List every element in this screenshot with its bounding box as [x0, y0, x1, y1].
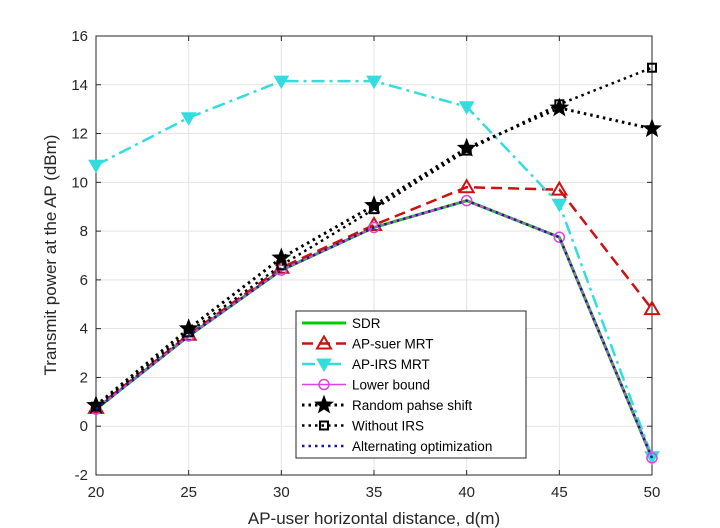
legend-label: Without IRS: [352, 419, 424, 434]
data-point: [368, 221, 380, 234]
x-tick-label: 40: [458, 484, 475, 501]
data-point: [461, 145, 472, 156]
data-point: [460, 194, 473, 207]
legend: SDR AP-suer MRT AP-IRS MRT Lower bound Rando…: [295, 310, 527, 459]
legend-item: AP-suer MRT: [302, 334, 434, 352]
legend-item: Alternating optimization: [302, 439, 492, 454]
legend-item: Random pahse shift: [302, 394, 472, 414]
data-point: [643, 300, 661, 316]
legend-item: Lower bound: [302, 378, 430, 393]
y-tick-label: 0: [80, 418, 88, 435]
x-axis-label: AP-user horizontal distance, d(m): [248, 509, 500, 528]
legend-item: Without IRS: [302, 419, 424, 434]
legend-label: Random pahse shift: [352, 398, 472, 413]
legend-label: AP-suer MRT: [352, 337, 434, 352]
axis-ticks: 20 25 30 35 40 45 50 -2 0 2 4 6 8 10 12 14 16: [71, 28, 660, 501]
data-point: [91, 401, 101, 412]
data-point: [642, 118, 662, 138]
y-tick-label: 10: [71, 174, 88, 191]
y-tick-label: -2: [75, 467, 88, 484]
series-line: [95, 66, 653, 408]
x-tick-label: 45: [551, 484, 568, 501]
data-point: [647, 62, 657, 73]
data-point: [457, 178, 476, 194]
data-point: [273, 75, 290, 90]
legend-item: AP-IRS MRT: [302, 357, 430, 372]
y-tick-label: 16: [71, 28, 88, 45]
data-point: [276, 260, 287, 271]
y-tick-label: 2: [80, 369, 88, 386]
x-tick-label: 25: [180, 484, 197, 501]
legend-item: SDR: [302, 316, 381, 331]
data-point: [554, 99, 565, 110]
series-layer: [86, 62, 662, 465]
data-point: [458, 101, 475, 115]
legend-swatch-marker: [315, 334, 333, 350]
data-point: [550, 180, 569, 196]
data-point: [551, 198, 568, 213]
data-point: [553, 231, 566, 243]
legend-label: Lower bound: [352, 378, 430, 393]
y-tick-label: 8: [80, 223, 88, 240]
data-point: [88, 159, 104, 174]
data-point: [549, 97, 570, 117]
x-tick-label: 30: [273, 484, 290, 501]
legend-label: SDR: [352, 316, 381, 331]
series-alternating-optimization: [95, 199, 654, 459]
x-tick-label: 50: [644, 484, 661, 501]
legend-label: AP-IRS MRT: [352, 357, 430, 372]
series-line: [95, 199, 654, 459]
y-tick-label: 14: [71, 77, 88, 94]
legend-swatch-marker: [316, 358, 332, 372]
y-tick-label: 4: [80, 321, 88, 338]
series-line: [95, 185, 653, 409]
x-tick-label: 20: [88, 484, 105, 501]
legend-swatch-marker: [314, 394, 334, 414]
legend-label: Alternating optimization: [352, 439, 492, 454]
data-point: [366, 75, 382, 90]
legend-swatch-marker: [318, 378, 330, 391]
y-tick-label: 12: [71, 126, 88, 143]
x-tick-label: 35: [366, 484, 383, 501]
data-point: [646, 452, 658, 464]
data-point: [369, 204, 379, 215]
legend-swatch-marker: [319, 420, 329, 431]
data-point: [180, 112, 197, 126]
y-tick-label: 6: [80, 272, 88, 289]
y-axis-label: Transmit power at the AP (dBm): [41, 135, 60, 376]
